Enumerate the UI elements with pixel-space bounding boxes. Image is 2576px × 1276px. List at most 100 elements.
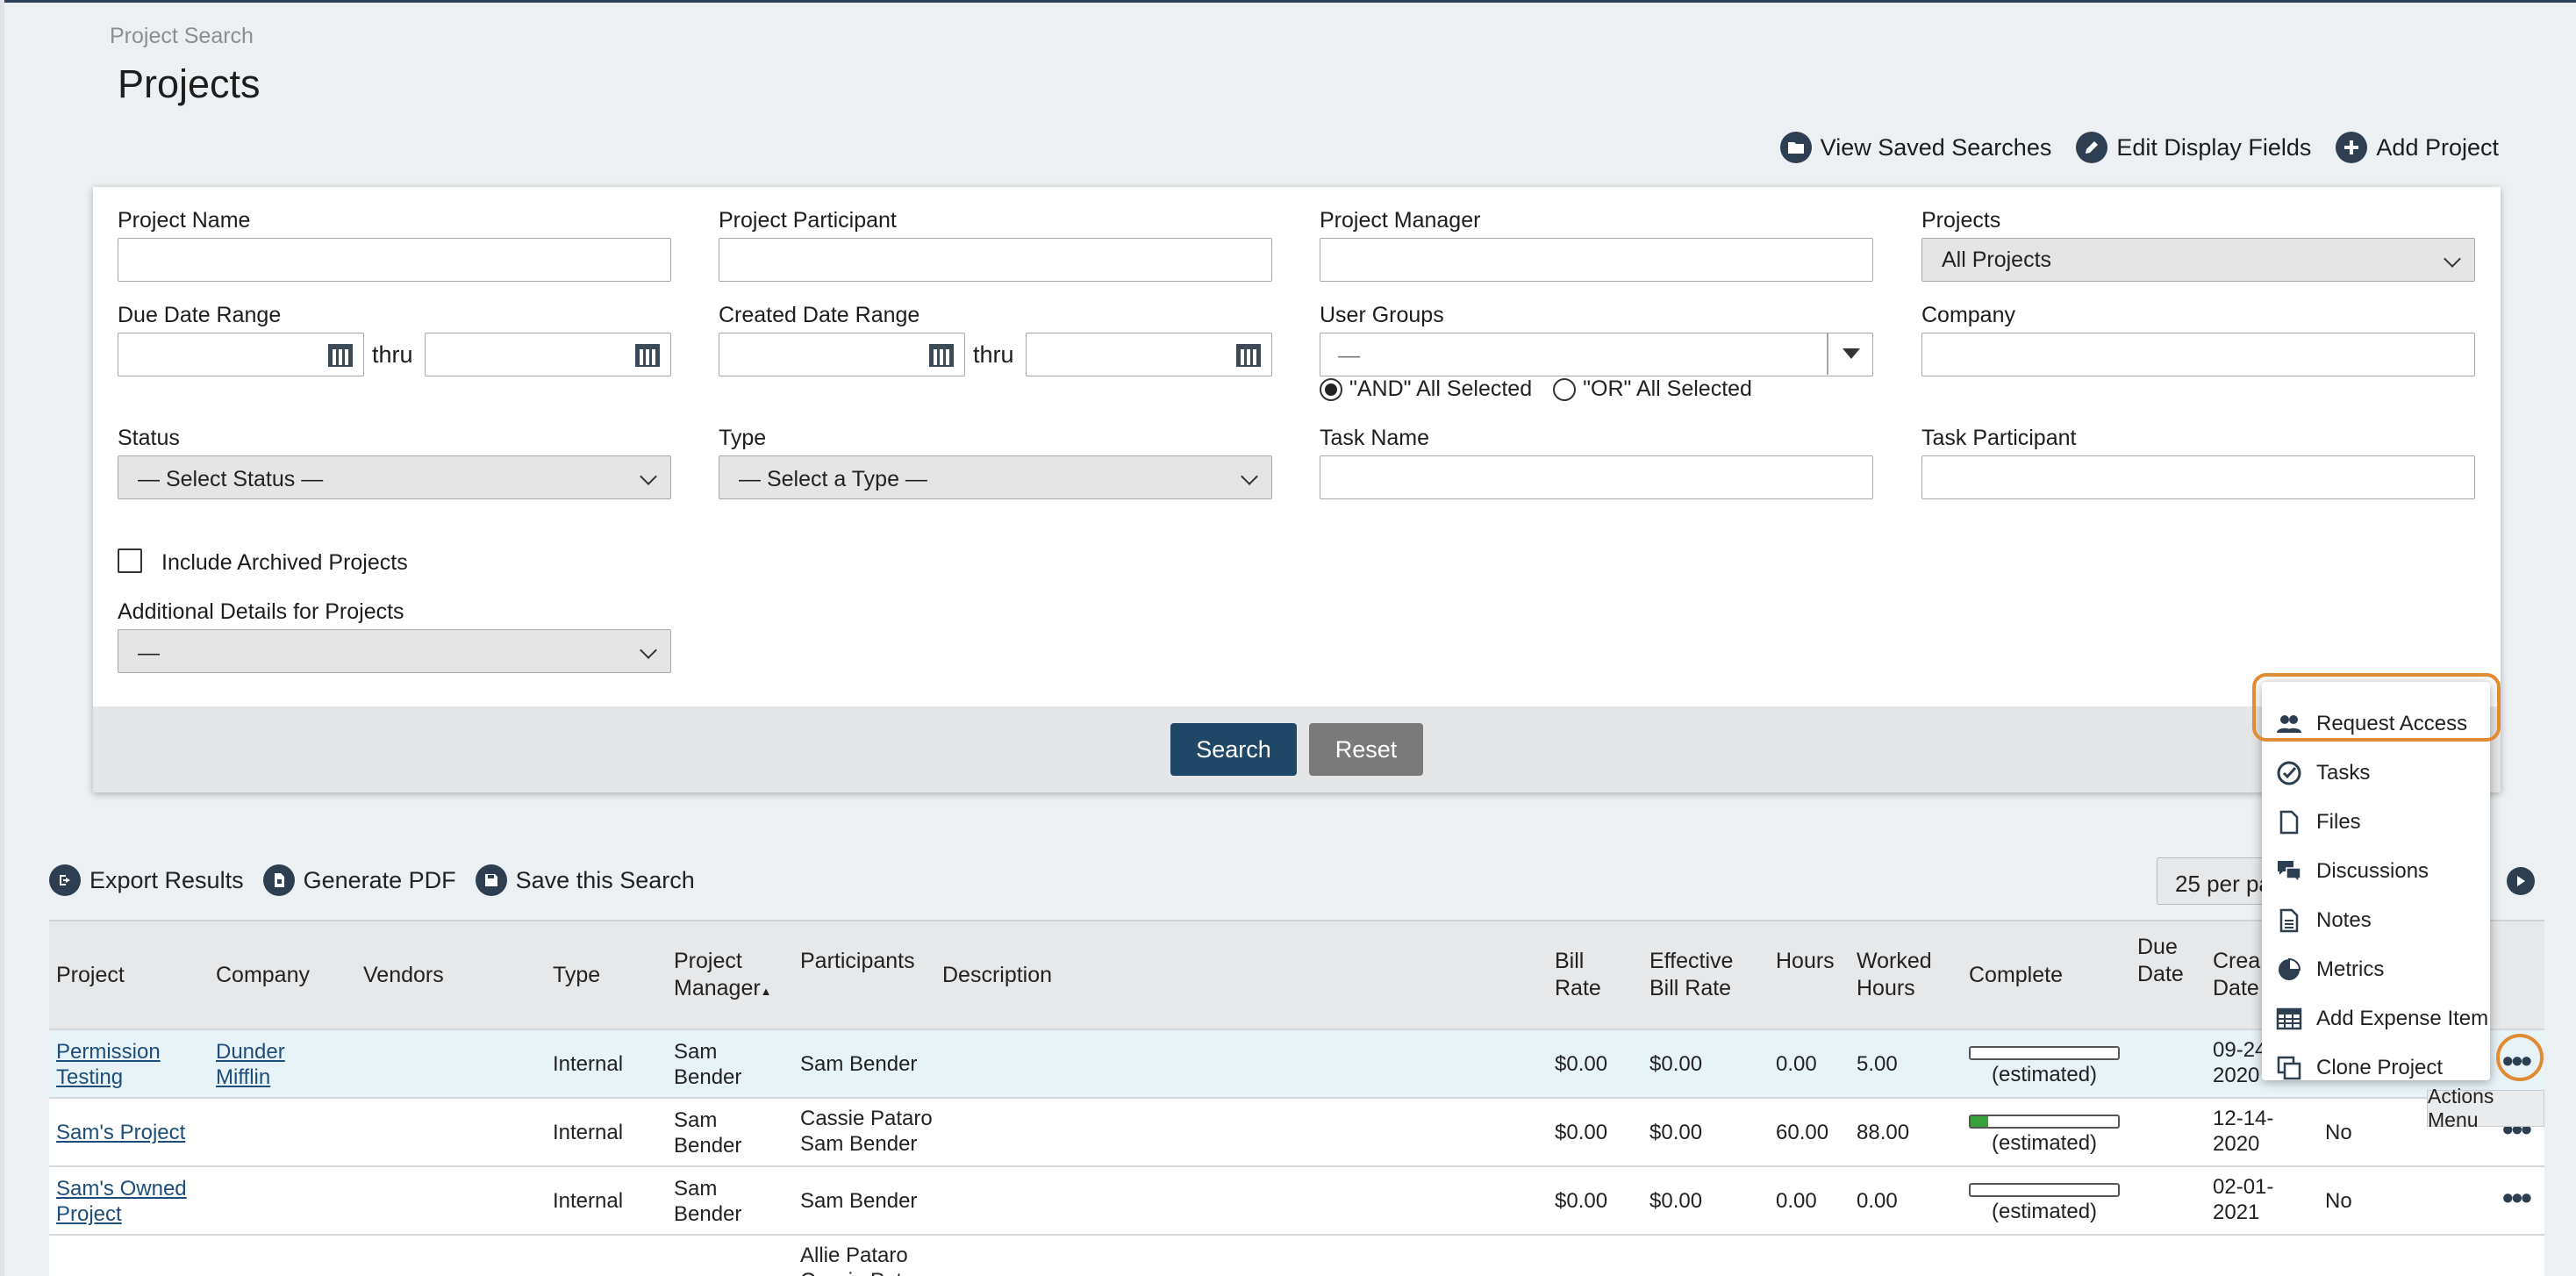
search-button[interactable]: Search xyxy=(1170,723,1297,776)
col-vendors[interactable]: Vendors xyxy=(363,963,444,987)
menu-item-label: Files xyxy=(2316,810,2361,834)
task-participant-label: Task Participant xyxy=(1921,426,2077,450)
estimated-label: (estimated) xyxy=(1992,1063,2098,1086)
col-bill-rate[interactable]: Bill Rate xyxy=(1555,948,1601,1002)
or-radio[interactable] xyxy=(1553,377,1577,401)
company-link[interactable]: Dunder Mifflin xyxy=(216,1039,285,1090)
check-circle-icon xyxy=(2276,760,2302,786)
menu-item-label: Discussions xyxy=(2316,859,2429,883)
col-created-date[interactable]: Crea Date xyxy=(2213,948,2260,1002)
project-name-input[interactable] xyxy=(118,238,671,282)
projects-select-value: All Projects xyxy=(1942,247,2052,272)
actions-menu-button-highlight[interactable] xyxy=(2496,1034,2544,1081)
col-worked-line2: Hours xyxy=(1857,976,1915,1000)
company-link-line2: Mifflin xyxy=(216,1065,271,1089)
actions-menu: Request Access Tasks Files Discussions N… xyxy=(2262,682,2490,1080)
company-input[interactable] xyxy=(1921,333,2475,376)
user-groups-label: User Groups xyxy=(1320,303,1444,327)
col-participants[interactable]: Participants xyxy=(800,949,915,973)
calendar-icon[interactable] xyxy=(328,344,353,367)
created-line2: 2021 xyxy=(2213,1201,2260,1224)
pm-line2: Bender xyxy=(674,1134,742,1158)
col-project-manager[interactable]: Project Manager▲ xyxy=(674,948,772,1005)
due-thru-label: thru xyxy=(372,341,413,368)
col-effective-bill-rate[interactable]: Effective Bill Rate xyxy=(1649,948,1733,1002)
request-access-highlight xyxy=(2252,673,2501,742)
col-due-date[interactable]: Due Date xyxy=(2137,934,2184,988)
col-company[interactable]: Company xyxy=(216,963,310,987)
user-groups-select[interactable]: — xyxy=(1320,333,1873,376)
col-type[interactable]: Type xyxy=(553,963,601,987)
menu-item-metrics[interactable]: Metrics xyxy=(2262,945,2490,994)
created-line1: 09-24 xyxy=(2213,1038,2267,1062)
include-archived-checkbox[interactable] xyxy=(118,548,142,573)
menu-item-add-expense[interactable]: Add Expense Item xyxy=(2262,994,2490,1043)
status-select[interactable]: — Select Status — xyxy=(118,455,671,499)
col-due-line2: Date xyxy=(2137,962,2184,986)
chevron-down-icon xyxy=(2444,250,2461,268)
archived-cell: No xyxy=(2325,1189,2352,1213)
export-results-label: Export Results xyxy=(89,866,244,893)
eff-bill-rate-cell: $0.00 xyxy=(1649,1052,1703,1076)
due-date-from-input[interactable] xyxy=(118,333,364,376)
menu-item-notes[interactable]: Notes xyxy=(2262,896,2490,945)
col-project-manager-line2: Manager xyxy=(674,976,761,1000)
created-thru-label: thru xyxy=(973,341,1014,368)
per-page-value: 25 per pa xyxy=(2175,871,2272,897)
menu-item-label: Request Access xyxy=(2316,712,2468,735)
project-manager-input[interactable] xyxy=(1320,238,1873,282)
caret-down-icon[interactable] xyxy=(1843,348,1860,359)
project-manager-label: Project Manager xyxy=(1320,208,1481,233)
plus-icon xyxy=(2336,132,2368,163)
chat-icon xyxy=(2276,858,2302,885)
calendar-icon[interactable] xyxy=(635,344,660,367)
created-date-from-input[interactable] xyxy=(719,333,965,376)
edit-display-fields-link[interactable]: Edit Display Fields xyxy=(2076,132,2311,163)
add-project-link[interactable]: Add Project xyxy=(2336,132,2499,163)
project-link[interactable]: Sam's Owned Project xyxy=(56,1176,187,1227)
menu-item-clone-project[interactable]: Clone Project xyxy=(2262,1043,2490,1093)
col-complete[interactable]: Complete xyxy=(1969,963,2063,987)
users-icon xyxy=(2276,711,2302,737)
col-due-line1: Due xyxy=(2137,935,2178,959)
col-description[interactable]: Description xyxy=(942,963,1053,987)
menu-item-discussions[interactable]: Discussions xyxy=(2262,847,2490,896)
file-icon xyxy=(2276,809,2302,835)
and-radio[interactable] xyxy=(1320,377,1342,401)
task-name-input[interactable] xyxy=(1320,455,1873,499)
pm-cell: Sam Bender xyxy=(674,1176,741,1227)
pm-line1: Sam xyxy=(674,1108,718,1132)
next-page-icon[interactable] xyxy=(2507,867,2535,895)
export-results-link[interactable]: Export Results xyxy=(49,864,244,896)
col-worked-hours[interactable]: Worked Hours xyxy=(1857,948,1932,1002)
project-participant-input[interactable] xyxy=(719,238,1272,282)
created-date-to-input[interactable] xyxy=(1026,333,1272,376)
save-search-link[interactable]: Save this Search xyxy=(475,864,695,896)
menu-item-tasks[interactable]: Tasks xyxy=(2262,749,2490,798)
due-date-to-input[interactable] xyxy=(425,333,671,376)
project-link[interactable]: Permission Testing xyxy=(56,1039,161,1090)
project-link-text: Sam's Project xyxy=(56,1121,186,1144)
menu-item-files[interactable]: Files xyxy=(2262,798,2490,847)
more-actions-icon[interactable]: ••• xyxy=(2502,1179,2532,1215)
left-border xyxy=(0,0,4,1276)
projects-select[interactable]: All Projects xyxy=(1921,238,2475,282)
type-select[interactable]: — Select a Type — xyxy=(719,455,1272,499)
breadcrumb[interactable]: Project Search xyxy=(110,24,254,48)
col-hours[interactable]: Hours xyxy=(1776,949,1835,973)
search-panel-footer: Search Reset xyxy=(93,706,2501,792)
generate-pdf-link[interactable]: Generate PDF xyxy=(262,864,456,896)
col-project[interactable]: Project xyxy=(56,963,125,987)
participants-cell: Allie PataroCassie Pataro xyxy=(800,1243,933,1276)
calendar-icon[interactable] xyxy=(1236,344,1261,367)
project-link[interactable]: Sam's Project xyxy=(56,1120,185,1145)
reset-button[interactable]: Reset xyxy=(1309,723,1423,776)
task-participant-input[interactable] xyxy=(1921,455,2475,499)
calendar-icon[interactable] xyxy=(929,344,954,367)
pm-line1: Sam xyxy=(674,1040,718,1064)
view-saved-searches-link[interactable]: View Saved Searches xyxy=(1779,132,2051,163)
additional-details-select[interactable]: — xyxy=(118,629,671,673)
bill-rate-cell: $0.00 xyxy=(1555,1189,1608,1213)
pm-line2: Bender xyxy=(674,1065,742,1089)
menu-item-request-access[interactable]: Request Access xyxy=(2262,699,2490,749)
